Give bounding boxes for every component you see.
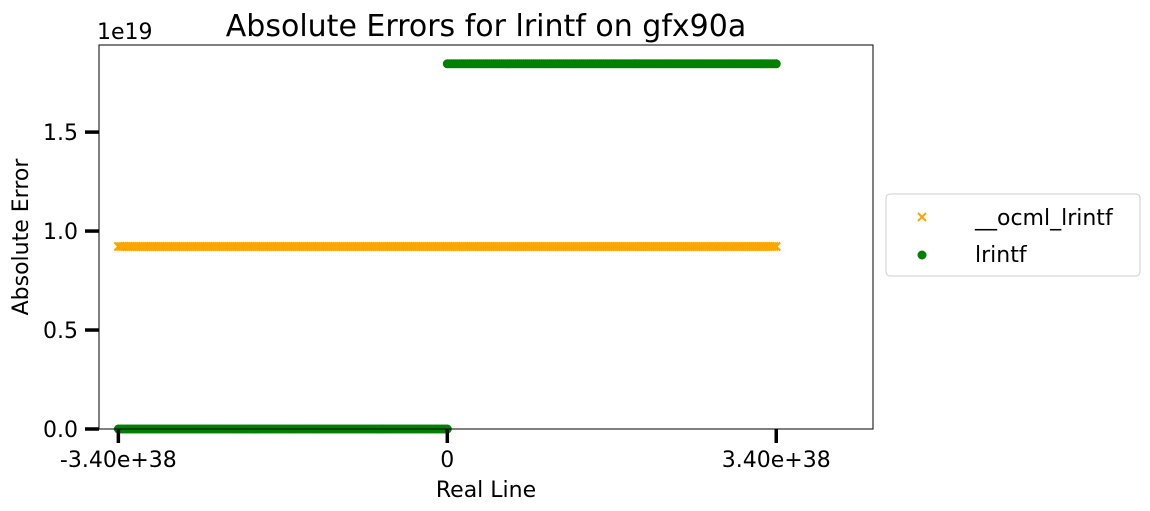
y-tick-label: 0.5	[43, 319, 78, 344]
legend-label-ocml-lrintf: __ocml_lrintf	[974, 206, 1114, 231]
legend-frame	[885, 193, 1141, 277]
x-tick-label: 3.40e+38	[722, 448, 831, 473]
x-axis-label: Real Line	[436, 478, 536, 503]
y-offset-text: 1e19	[97, 20, 153, 45]
data-point-ocml-lrintf	[771, 241, 781, 252]
legend-label-lrintf: lrintf	[975, 243, 1028, 268]
y-tick-label: 1.5	[43, 121, 78, 146]
y-tick-label: 1.0	[43, 220, 78, 245]
legend: __ocml_lrintf lrintf	[885, 193, 1141, 277]
chart-title: Absolute Errors for lrintf on gfx90a	[226, 9, 746, 44]
data-point-ocml-lrintf	[769, 241, 779, 252]
plot-frame	[98, 44, 874, 430]
y-axis-label: Absolute Error	[9, 158, 34, 316]
x-tick-label: -3.40e+38	[60, 448, 177, 473]
x-tick-label: 0	[440, 448, 454, 473]
legend-marker-lrintf	[917, 250, 927, 260]
ticks-layer: -3.40e+38 0 3.40e+38 0.0 0.5 1.0 1.5	[43, 121, 831, 473]
legend-marker-symbol	[917, 250, 927, 260]
y-tick-label: 0.0	[43, 418, 78, 443]
legend-marker-ocml-lrintf	[917, 212, 927, 222]
legend-marker-symbol	[917, 212, 927, 222]
data-point-lrintf	[771, 59, 781, 69]
